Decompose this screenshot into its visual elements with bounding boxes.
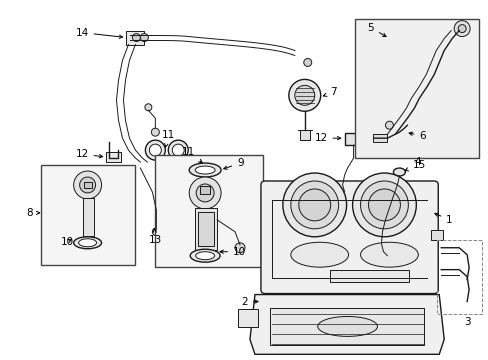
Text: 6: 6 (408, 131, 425, 141)
Circle shape (149, 144, 161, 156)
Bar (41, 165, 135, 265)
Text: 3: 3 (463, 318, 469, 328)
Circle shape (383, 254, 390, 261)
Circle shape (368, 189, 400, 221)
Circle shape (288, 80, 320, 111)
Text: 13: 13 (148, 229, 162, 245)
Circle shape (74, 171, 102, 199)
Bar (200, 186, 210, 194)
Ellipse shape (189, 163, 221, 177)
Text: 12: 12 (75, 149, 102, 159)
Bar (354, 19, 478, 158)
Text: 1: 1 (434, 213, 452, 225)
Text: 4: 4 (413, 157, 420, 167)
Text: 12: 12 (314, 133, 340, 143)
Circle shape (360, 181, 407, 229)
Text: 15: 15 (404, 160, 425, 171)
Bar (195, 208, 217, 250)
Text: 10: 10 (220, 247, 245, 257)
Circle shape (235, 243, 244, 253)
Ellipse shape (290, 242, 348, 267)
Circle shape (80, 177, 95, 193)
Ellipse shape (190, 249, 220, 262)
Text: 10: 10 (61, 237, 74, 247)
Bar (344, 133, 362, 145)
Ellipse shape (393, 168, 405, 176)
Text: 9: 9 (224, 158, 243, 169)
Bar (105, 152, 121, 162)
Bar (82, 198, 93, 236)
Circle shape (172, 144, 184, 156)
Bar (269, 307, 424, 345)
Bar (198, 212, 214, 246)
Circle shape (352, 173, 415, 237)
Circle shape (196, 184, 214, 202)
Bar (155, 155, 263, 267)
Circle shape (298, 189, 330, 221)
Ellipse shape (360, 242, 417, 267)
Circle shape (140, 33, 148, 41)
Bar (372, 134, 386, 142)
Text: 14: 14 (75, 28, 122, 39)
Circle shape (151, 128, 159, 136)
Circle shape (282, 173, 346, 237)
Bar (126, 31, 144, 45)
Circle shape (457, 24, 465, 32)
FancyBboxPatch shape (261, 181, 437, 293)
Ellipse shape (79, 239, 96, 247)
Ellipse shape (195, 252, 214, 260)
Circle shape (189, 177, 221, 209)
Bar (83, 182, 91, 188)
Circle shape (294, 85, 314, 105)
Circle shape (303, 58, 311, 67)
Circle shape (168, 140, 188, 160)
Polygon shape (249, 294, 443, 354)
Text: 5: 5 (367, 23, 386, 37)
Text: 8: 8 (26, 208, 40, 218)
Circle shape (290, 181, 338, 229)
Bar (238, 310, 258, 328)
Bar (430, 230, 442, 240)
Circle shape (152, 228, 160, 236)
Circle shape (132, 33, 140, 41)
Ellipse shape (74, 237, 102, 249)
Bar (329, 270, 408, 282)
Ellipse shape (317, 316, 377, 336)
Text: 11: 11 (182, 147, 202, 163)
Bar (436, 240, 481, 315)
Text: 7: 7 (323, 87, 336, 97)
Text: 11: 11 (162, 130, 175, 147)
Bar (299, 130, 309, 140)
Circle shape (145, 140, 165, 160)
Circle shape (453, 21, 469, 37)
Circle shape (385, 121, 393, 129)
Text: 2: 2 (241, 297, 258, 306)
Circle shape (144, 104, 152, 111)
Ellipse shape (195, 166, 215, 174)
